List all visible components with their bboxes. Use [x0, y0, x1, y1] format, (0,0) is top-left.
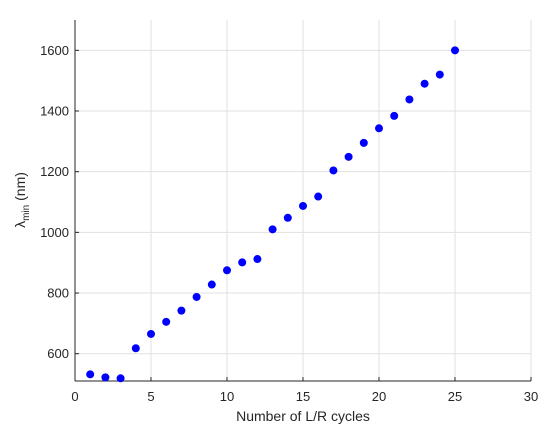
data-point: [177, 306, 186, 315]
y-axis-label: λmin (nm): [12, 172, 32, 228]
x-axis-label: Number of L/R cycles: [236, 408, 370, 424]
data-point: [420, 79, 429, 88]
x-tick-label: 15: [296, 389, 310, 404]
y-tick-labels: 600 800 1000 1200 1400 1600: [40, 43, 79, 361]
x-tick-labels: 0 5 10 15 20 25 30: [71, 377, 538, 404]
data-point: [86, 370, 95, 379]
data-point: [314, 192, 323, 201]
x-tick-label: 20: [372, 389, 386, 404]
x-tick-label: 30: [524, 389, 538, 404]
data-point: [359, 138, 368, 147]
data-point: [451, 46, 459, 55]
y-tick-label: 1000: [40, 225, 69, 240]
x-tick-label: 5: [147, 389, 154, 404]
data-point: [147, 329, 155, 338]
data-point: [162, 317, 171, 326]
x-tick-label: 10: [220, 389, 234, 404]
data-point: [238, 258, 247, 267]
data-point: [375, 124, 383, 133]
grid: [75, 20, 532, 381]
data-point: [268, 225, 277, 234]
data-point: [253, 255, 262, 264]
data-point: [192, 292, 201, 301]
data-point: [101, 373, 110, 382]
y-axis-label-subscript: min: [21, 205, 32, 221]
data-point: [344, 152, 353, 161]
data-point: [116, 374, 125, 383]
data-point: [283, 213, 292, 222]
y-tick-label: 1400: [40, 104, 69, 119]
y-axis-label-symbol: λ: [12, 221, 28, 228]
data-point: [329, 166, 338, 175]
x-tick-label: 25: [448, 389, 462, 404]
data-points: [86, 46, 459, 383]
x-tick-label: 0: [71, 389, 78, 404]
data-point: [405, 95, 414, 104]
data-point: [435, 70, 444, 79]
y-tick-label: 800: [47, 286, 69, 301]
data-point: [223, 266, 231, 275]
data-point: [207, 280, 216, 289]
data-point: [390, 111, 399, 120]
y-axis-label-unit: (nm): [12, 172, 28, 205]
y-tick-label: 600: [47, 346, 69, 361]
y-tick-label: 1200: [40, 164, 69, 179]
y-tick-label: 1600: [40, 43, 69, 58]
data-point: [131, 344, 140, 353]
data-point: [299, 201, 307, 210]
